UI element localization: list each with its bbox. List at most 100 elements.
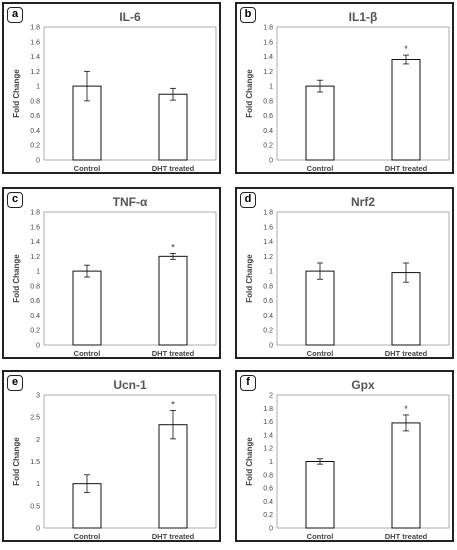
x-tick-label: DHT treated bbox=[385, 164, 428, 173]
y-tick-label: 0.6 bbox=[30, 113, 40, 120]
y-axis-label: Fold Change bbox=[245, 69, 254, 118]
bar-control bbox=[305, 85, 335, 161]
y-tick-label: 1.2 bbox=[263, 446, 273, 453]
plot-area bbox=[43, 394, 217, 529]
y-axis-label: Fold Change bbox=[245, 437, 254, 486]
plot-area bbox=[43, 211, 217, 346]
y-tick-label: 1.2 bbox=[30, 69, 40, 76]
x-tick-label: DHT treated bbox=[152, 349, 195, 358]
plot-area bbox=[276, 26, 450, 161]
bar-dht-treated bbox=[158, 93, 188, 161]
y-tick-label: 0.6 bbox=[263, 298, 273, 305]
y-tick-label: 1.2 bbox=[30, 254, 40, 261]
y-tick-label: 0.8 bbox=[263, 98, 273, 105]
y-tick-label: 0 bbox=[269, 343, 273, 350]
chart-title: TNF-α bbox=[113, 195, 148, 209]
panel-label: c bbox=[7, 192, 23, 208]
bar-dht-treated bbox=[391, 422, 421, 529]
y-tick-label: 1.6 bbox=[263, 224, 273, 231]
y-tick-label: 2 bbox=[36, 437, 40, 444]
chart-panel-b: IL1-β 0 0.2 0.4 0.6 0.8 1 1.2 1.4 1.6 1.8 Fold Chan… bbox=[235, 2, 454, 174]
plot-area bbox=[43, 26, 217, 161]
panel-label: a bbox=[7, 7, 23, 23]
y-axis-label: Fold Change bbox=[245, 254, 254, 303]
y-tick-label: 1 bbox=[36, 269, 40, 276]
y-tick-label: 0.4 bbox=[30, 128, 40, 135]
y-tick-label: 1.8 bbox=[30, 25, 40, 32]
y-axis-label: Fold Change bbox=[12, 254, 21, 303]
x-tick-label: DHT treated bbox=[385, 532, 428, 541]
chart-svg: Gpx 0 0.2 0.4 0.6 0.8 1 1.2 1.4 1.6 1.8 2 Fold Chang… bbox=[245, 378, 450, 541]
panel-label: f bbox=[240, 375, 256, 391]
plot-area bbox=[276, 394, 450, 529]
bar-control bbox=[305, 461, 335, 529]
y-tick-label: 0.4 bbox=[263, 128, 273, 135]
x-tick-label: Control bbox=[74, 164, 101, 173]
y-tick-label: 1.8 bbox=[263, 210, 273, 217]
y-tick-label: 0 bbox=[36, 526, 40, 533]
y-tick-label: 1.5 bbox=[30, 459, 40, 466]
y-tick-label: 1.2 bbox=[263, 69, 273, 76]
y-tick-label: 1 bbox=[36, 481, 40, 488]
significance-marker: * bbox=[404, 44, 408, 54]
panel-label: e bbox=[7, 375, 23, 391]
x-tick-label: DHT treated bbox=[385, 349, 428, 358]
y-axis-label: Fold Change bbox=[12, 69, 21, 118]
y-tick-label: 0.8 bbox=[263, 472, 273, 479]
y-tick-label: 0.8 bbox=[30, 98, 40, 105]
bar-dht-treated bbox=[391, 59, 421, 161]
y-tick-label: 1.4 bbox=[263, 54, 273, 61]
chart-svg: IL1-β 0 0.2 0.4 0.6 0.8 1 1.2 1.4 1.6 1.8 Fold Chan… bbox=[245, 10, 450, 173]
x-tick-label: Control bbox=[307, 532, 334, 541]
y-tick-label: 0.2 bbox=[263, 512, 273, 519]
chart-title: Gpx bbox=[351, 378, 375, 392]
bar-control bbox=[305, 270, 335, 346]
y-tick-label: 2.5 bbox=[30, 415, 40, 422]
y-tick-label: 3 bbox=[36, 393, 40, 400]
y-tick-label: 1.8 bbox=[30, 210, 40, 217]
x-tick-label: Control bbox=[74, 532, 101, 541]
bar-dht-treated bbox=[391, 272, 421, 346]
bar-dht-treated bbox=[158, 424, 188, 529]
y-tick-label: 0.6 bbox=[263, 486, 273, 493]
x-tick-label: Control bbox=[74, 349, 101, 358]
y-tick-label: 0.6 bbox=[30, 298, 40, 305]
y-tick-label: 0 bbox=[269, 526, 273, 533]
y-tick-label: 0.5 bbox=[30, 503, 40, 510]
chart-svg: TNF-α 0 0.2 0.4 0.6 0.8 1 1.2 1.4 1.6 1.8 Fold Chan… bbox=[12, 195, 217, 358]
significance-marker: * bbox=[171, 400, 175, 410]
y-tick-label: 1.6 bbox=[263, 39, 273, 46]
significance-marker: * bbox=[171, 242, 175, 252]
y-tick-label: 1.6 bbox=[263, 419, 273, 426]
chart-title: IL1-β bbox=[349, 10, 378, 24]
y-tick-label: 0 bbox=[36, 158, 40, 165]
y-tick-label: 0.8 bbox=[30, 283, 40, 290]
x-tick-label: Control bbox=[307, 349, 334, 358]
chart-svg: Nrf2 0 0.2 0.4 0.6 0.8 1 1.2 1.4 1.6 1.8 Fold Chang… bbox=[245, 195, 450, 358]
chart-panel-f: Gpx 0 0.2 0.4 0.6 0.8 1 1.2 1.4 1.6 1.8 2 Fold Chang… bbox=[235, 370, 454, 542]
chart-title: IL-6 bbox=[119, 10, 141, 24]
x-tick-label: DHT treated bbox=[152, 164, 195, 173]
bar-dht-treated bbox=[158, 255, 188, 346]
y-tick-label: 0.2 bbox=[30, 328, 40, 335]
y-tick-label: 1 bbox=[36, 84, 40, 91]
y-tick-label: 1.4 bbox=[263, 432, 273, 439]
y-tick-label: 1 bbox=[269, 459, 273, 466]
y-tick-label: 1.6 bbox=[30, 39, 40, 46]
chart-svg: Ucn-1 0 0.5 1 1.5 2 2.5 3 Fold Change Control * DHT… bbox=[12, 378, 217, 541]
y-tick-label: 0.2 bbox=[30, 143, 40, 150]
x-tick-label: DHT treated bbox=[152, 532, 195, 541]
bar-control bbox=[72, 270, 102, 346]
y-tick-label: 0 bbox=[269, 158, 273, 165]
y-tick-label: 0.2 bbox=[263, 143, 273, 150]
chart-title: Ucn-1 bbox=[113, 378, 147, 392]
chart-panel-a: IL-6 0 0.2 0.4 0.6 0.8 1 1.2 1.4 1.6 1.8 Fold Chang… bbox=[2, 2, 221, 174]
y-tick-label: 0.8 bbox=[263, 283, 273, 290]
chart-panel-c: TNF-α 0 0.2 0.4 0.6 0.8 1 1.2 1.4 1.6 1.8 Fold Chan… bbox=[2, 187, 221, 359]
y-tick-label: 1 bbox=[269, 269, 273, 276]
chart-title: Nrf2 bbox=[351, 195, 375, 209]
panel-label: d bbox=[240, 192, 256, 208]
chart-panel-e: Ucn-1 0 0.5 1 1.5 2 2.5 3 Fold Change Control * DHT… bbox=[2, 370, 221, 542]
y-axis-label: Fold Change bbox=[12, 437, 21, 486]
chart-svg: IL-6 0 0.2 0.4 0.6 0.8 1 1.2 1.4 1.6 1.8 Fold Chang… bbox=[12, 10, 217, 173]
